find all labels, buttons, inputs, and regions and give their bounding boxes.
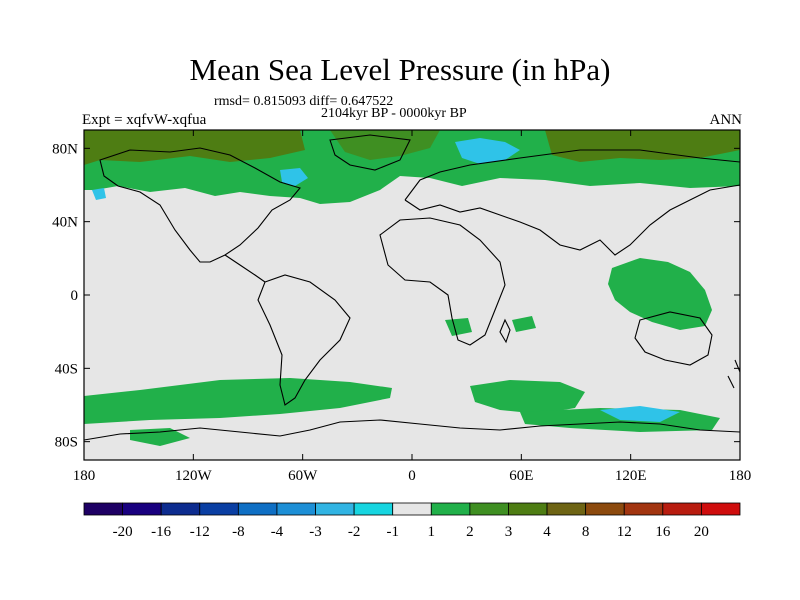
- colorbar-label: -16: [151, 524, 171, 540]
- colorbar-swatch: [430, 502, 471, 516]
- colorbar-label: -20: [113, 524, 133, 540]
- colorbar-label: 8: [582, 524, 590, 540]
- antarctic-blue-patch: [600, 406, 680, 422]
- colorbar-label: 4: [543, 524, 551, 540]
- colorbar: -20 -16 -12 -8 -4 -3 -2 -1 1 2 3 4 8 12 16 20: [83, 502, 741, 540]
- arctic-olive-patch-greenland: [330, 130, 440, 160]
- madagascar: [499, 318, 511, 344]
- colorbar-label: 16: [655, 524, 671, 540]
- stats-label: rmsd= 0.815093 diff= 0.647522: [214, 94, 394, 109]
- experiment-label: Expt = xqfvW-xqfua: [82, 112, 207, 128]
- lon-tick-label: 0: [408, 468, 416, 484]
- indian-ocean-green-patch: [445, 318, 472, 336]
- colorbar-label: 3: [505, 524, 513, 540]
- pacific-blue-spot: [92, 188, 106, 200]
- new-zealand: [727, 359, 740, 389]
- lat-tick-label: 40S: [55, 361, 78, 377]
- europe-asia-coast: [404, 149, 740, 256]
- lat-tick-label: 0: [71, 288, 79, 304]
- lat-tick-label: 80S: [55, 435, 78, 451]
- colorbar-swatch: [353, 502, 394, 516]
- africa-coast: [379, 217, 506, 346]
- longitude-axis: 180 120W 60W 0 60E 120E 180: [73, 130, 752, 484]
- colorbar-swatch: [508, 502, 548, 516]
- australia-coast: [634, 311, 713, 366]
- colorbar-label: 2: [466, 524, 474, 540]
- lon-tick-label: 180: [729, 468, 752, 484]
- plot-title: Mean Sea Level Pressure (in hPa): [189, 52, 611, 87]
- colorbar-label: 12: [617, 524, 632, 540]
- south-america-coast: [257, 274, 351, 406]
- colorbar-label: 20: [694, 524, 709, 540]
- colorbar-swatch: [237, 502, 278, 516]
- atlantic-blue-spot: [280, 168, 308, 186]
- arctic-olive-patch-siberia: [545, 130, 740, 162]
- central-america-coast: [224, 254, 266, 283]
- lon-tick-label: 180: [73, 468, 96, 484]
- greenland-coast: [329, 134, 411, 171]
- antarctica-coast: [84, 419, 740, 441]
- colorbar-label: -2: [348, 524, 361, 540]
- lon-tick-label: 60E: [509, 468, 533, 484]
- colorbar-swatch: [546, 502, 587, 516]
- southern-ocean-green-band-east: [470, 380, 585, 414]
- maritime-green-field: [608, 258, 712, 330]
- lon-tick-label: 120W: [175, 468, 213, 484]
- lon-tick-label: 60W: [288, 468, 318, 484]
- south-africa-green-patch: [512, 316, 536, 332]
- colorbar-label: -12: [190, 524, 210, 540]
- colorbar-swatch: [469, 502, 509, 516]
- north-america-coast: [99, 147, 301, 263]
- lon-tick-label: 120E: [615, 468, 647, 484]
- colorbar-swatch: [160, 502, 201, 516]
- anomaly-fields: [84, 130, 740, 446]
- lat-tick-label: 40N: [52, 215, 78, 231]
- colorbar-swatch: [199, 502, 239, 516]
- lat-tick-label: 80N: [52, 141, 78, 157]
- colorbar-swatch: [585, 502, 625, 516]
- colorbar-swatch: [662, 502, 702, 516]
- colorbar-swatch: [83, 502, 123, 516]
- colorbar-label: -4: [271, 524, 284, 540]
- colorbar-swatch: [701, 502, 741, 516]
- latitude-axis: 80N 40N 0 40S 80S: [52, 141, 740, 451]
- arctic-blue-patch: [455, 138, 520, 164]
- arctic-olive-patch-west: [84, 130, 305, 165]
- colorbar-swatch: [315, 502, 355, 516]
- southern-ocean-green-band-west: [84, 378, 392, 424]
- colorbar-label: -3: [309, 524, 322, 540]
- colorbar-label: -1: [386, 524, 399, 540]
- period-label: 2104kyr BP - 0000kyr BP: [321, 106, 467, 121]
- coastlines: [84, 134, 740, 441]
- season-label: ANN: [709, 112, 743, 128]
- colorbar-swatch: [122, 502, 162, 516]
- colorbar-label: 1: [428, 524, 436, 540]
- colorbar-swatch: [623, 502, 664, 516]
- colorbar-label: -8: [232, 524, 245, 540]
- colorbar-swatch: [392, 502, 432, 516]
- colorbar-swatch: [276, 502, 316, 516]
